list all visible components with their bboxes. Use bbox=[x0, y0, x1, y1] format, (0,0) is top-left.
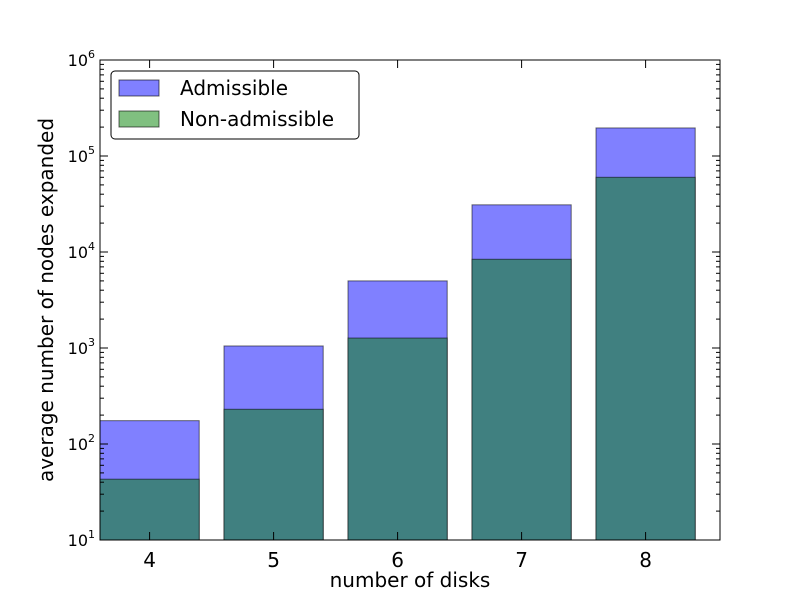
bar-non-admissible-5 bbox=[223, 408, 324, 541]
x-tick-label: 8 bbox=[639, 548, 652, 572]
y-tick-label: 105 bbox=[68, 144, 95, 166]
y-tick-label: 106 bbox=[68, 48, 95, 70]
bar-non-admissible-4 bbox=[99, 478, 200, 541]
x-tick-label: 5 bbox=[267, 548, 280, 572]
bar-non-admissible-6 bbox=[347, 337, 448, 541]
legend-label-non-admissible: Non-admissible bbox=[180, 107, 334, 131]
bar-non-admissible-8 bbox=[595, 176, 696, 541]
legend-swatch-admissible bbox=[118, 79, 160, 97]
x-tick-label: 4 bbox=[143, 548, 156, 572]
legend: Admissible Non-admissible bbox=[110, 70, 360, 140]
plot-frame bbox=[99, 59, 721, 541]
y-axis-ticks: 101 102 103 104 105 106 bbox=[68, 48, 720, 550]
legend-swatch-non-admissible bbox=[118, 110, 160, 128]
x-axis-label: number of disks bbox=[330, 568, 491, 592]
x-tick-label: 7 bbox=[515, 548, 528, 572]
y-axis-label: average number of nodes expanded bbox=[34, 118, 58, 482]
y-tick-label: 102 bbox=[68, 432, 95, 454]
x-axis-ticks: 4 5 6 7 8 bbox=[143, 60, 652, 572]
legend-label-admissible: Admissible bbox=[180, 76, 288, 100]
legend-box bbox=[110, 70, 360, 140]
bars-non-admissible bbox=[99, 176, 696, 541]
y-tick-label: 103 bbox=[68, 336, 95, 358]
y-tick-label: 101 bbox=[68, 528, 95, 550]
bar-non-admissible-7 bbox=[471, 258, 572, 541]
x-tick-label: 6 bbox=[391, 548, 404, 572]
y-tick-label: 104 bbox=[68, 240, 95, 262]
